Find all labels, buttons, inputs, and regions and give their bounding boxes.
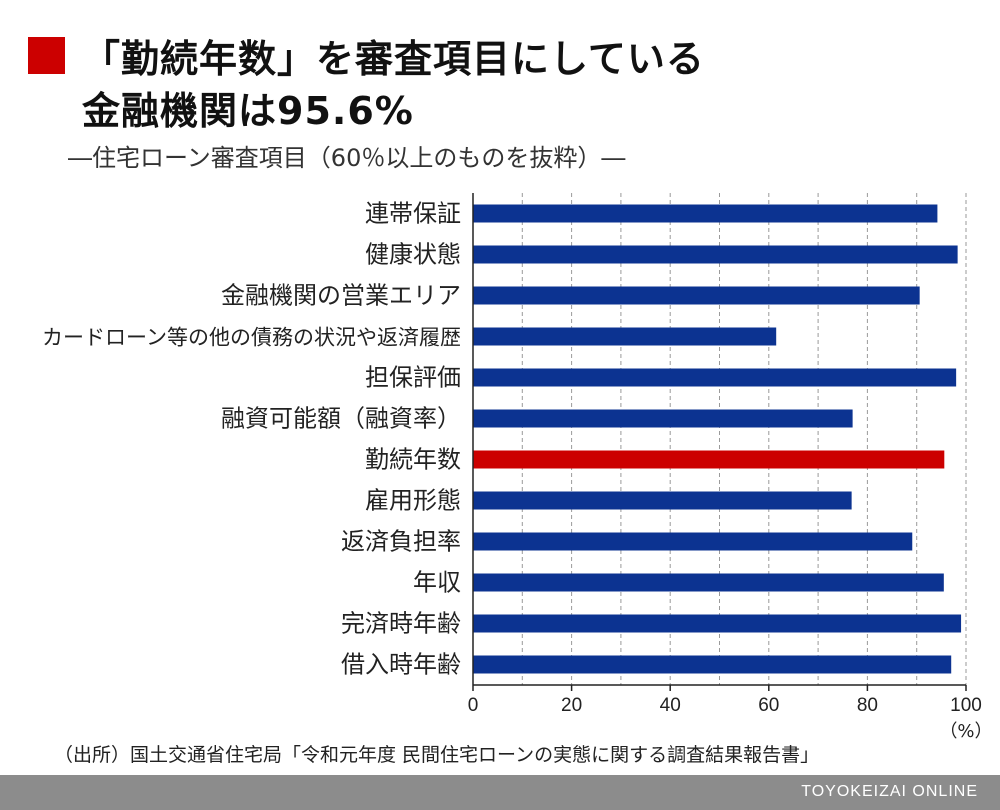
x-tick-label: 80 <box>857 695 878 716</box>
x-tick-label: 60 <box>758 695 779 716</box>
bar <box>473 204 938 223</box>
category-label: 年収 <box>413 569 461 597</box>
category-label: 勤続年数 <box>365 446 461 474</box>
chart-subtitle: ―住宅ローン審査項目（60％以上のものを抜粋）― <box>68 144 626 172</box>
footer-bar: TOYOKEIZAI ONLINE <box>0 775 1000 810</box>
bar <box>473 327 777 346</box>
bar <box>473 491 852 510</box>
bar <box>473 368 957 387</box>
bar <box>473 532 913 551</box>
category-label: 担保評価 <box>365 364 461 392</box>
x-tick-label: 100 <box>950 695 982 716</box>
category-label: 健康状態 <box>365 241 461 269</box>
x-unit-label: （%） <box>939 721 992 740</box>
category-label: 金融機関の営業エリア <box>221 282 461 310</box>
bar-chart: 連帯保証健康状態金融機関の営業エリアカードローン等の他の債務の状況や返済履歴担保… <box>42 193 993 740</box>
bar <box>473 409 853 428</box>
category-label: 完済時年齢 <box>341 610 461 638</box>
footer-brand: TOYOKEIZAI ONLINE <box>801 783 978 800</box>
category-label: 連帯保証 <box>365 200 461 228</box>
x-tick-label: 40 <box>660 695 681 716</box>
chart-title-line-2: 金融機関は95.6% <box>82 89 414 133</box>
category-label: 返済負担率 <box>341 528 461 556</box>
bar <box>473 450 945 469</box>
x-tick-label: 20 <box>561 695 582 716</box>
bar <box>473 573 944 592</box>
x-tick-label: 0 <box>468 695 479 716</box>
bar <box>473 614 962 633</box>
chart-title-line-1: 「勤続年数」を審査項目にしている <box>82 37 705 81</box>
bar <box>473 245 958 264</box>
category-label: 雇用形態 <box>365 487 461 515</box>
bar <box>473 655 952 674</box>
title-marker <box>28 37 65 74</box>
bar <box>473 286 920 305</box>
category-label: カードローン等の他の債務の状況や返済履歴 <box>42 326 461 350</box>
source-note: （出所）国土交通省住宅局「令和元年度 民間住宅ローンの実態に関する調査結果報告書… <box>54 744 820 766</box>
category-label: 融資可能額（融資率） <box>221 405 461 433</box>
category-label: 借入時年齢 <box>341 651 461 679</box>
